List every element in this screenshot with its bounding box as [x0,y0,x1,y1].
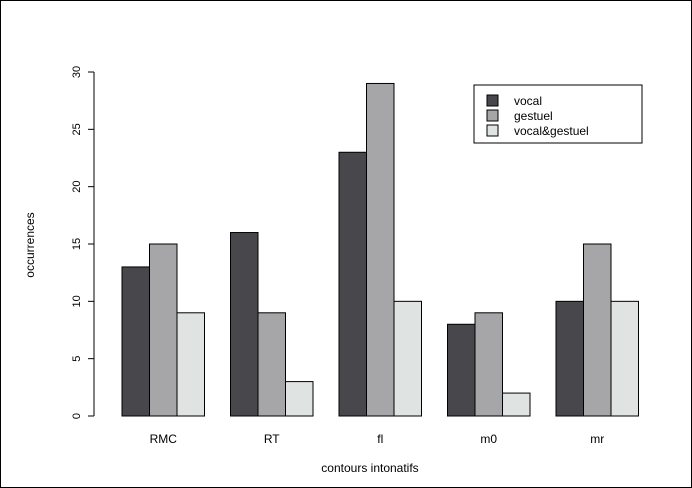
bar-mr-vocal [555,300,584,417]
bar-rmc-vocal [121,266,150,417]
bar-fl-vocalgestuel [393,300,422,417]
y-tick-label: 25 [71,123,83,135]
bar-rt-vocalgestuel [285,381,314,417]
bar-m0-gestuel [474,312,503,417]
y-tick-label: 15 [71,238,83,250]
y-tick-label: 30 [71,66,83,78]
x-tick-label: m0 [480,432,497,446]
x-tick-label: mr [590,432,604,446]
legend-label: gestuel [514,109,553,123]
y-tick-label: 20 [71,181,83,193]
bar-rt-vocal [230,232,259,417]
bar-mr-gestuel [583,243,612,417]
bar-m0-vocalgestuel [502,392,531,417]
bar-rmc-vocalgestuel [176,312,205,417]
x-tick-label: RT [264,432,280,446]
y-tick-label: 10 [71,295,83,307]
bar-fl-gestuel [366,82,395,417]
bar-rmc-gestuel [149,243,178,417]
bars-group [121,82,639,417]
bar-rt-gestuel [257,312,286,417]
legend-box [473,84,643,144]
legend-label: vocal&gestuel [514,124,589,138]
legend-swatch [486,109,499,122]
legend-swatch [486,94,499,107]
y-tick-label: 5 [71,356,83,362]
x-axis-title: contours intonatifs [321,461,418,475]
bar-mr-vocalgestuel [610,300,639,417]
bar-m0-vocal [447,323,476,417]
bar-fl-vocal [338,151,367,417]
y-axis-title: occurrences [23,212,37,277]
legend-swatch [486,124,499,137]
x-axis-labels: RMC RT fl m0 mr [150,432,605,446]
legend-label: vocal [514,94,542,108]
x-tick-label: fl [377,432,383,446]
y-axis: 0 5 10 15 20 25 30 [71,66,95,419]
x-tick-label: RMC [150,432,178,446]
y-tick-label: 0 [71,413,83,419]
